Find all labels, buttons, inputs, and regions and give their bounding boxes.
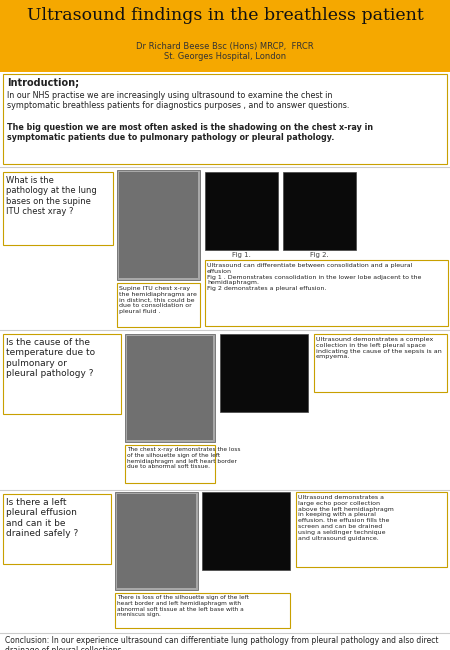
Text: In our NHS practise we are increasingly using ultrasound to examine the chest in: In our NHS practise we are increasingly … — [7, 91, 349, 111]
Text: Conclusion: In our experience ultrasound can differentiate lung pathology from p: Conclusion: In our experience ultrasound… — [5, 636, 438, 650]
Text: Ultrasound demonstrates a complex
collection in the left pleural space
indicatin: Ultrasound demonstrates a complex collec… — [316, 337, 442, 359]
FancyBboxPatch shape — [283, 172, 356, 250]
FancyBboxPatch shape — [205, 172, 278, 250]
Text: The chest x-ray demonstrates the loss
of the silhouette sign of the left
hemidia: The chest x-ray demonstrates the loss of… — [127, 447, 240, 469]
FancyBboxPatch shape — [220, 334, 308, 412]
Text: Ultrasound can differentiate between consolidation and a pleural
effusion
Fig 1 : Ultrasound can differentiate between con… — [207, 263, 421, 291]
Text: St. Georges Hospital, London: St. Georges Hospital, London — [164, 52, 286, 61]
Text: The big question we are most often asked is the shadowing on the chest x-ray in
: The big question we are most often asked… — [7, 123, 373, 142]
Text: What is the
pathology at the lung
bases on the supine
ITU chest xray ?: What is the pathology at the lung bases … — [6, 176, 97, 216]
FancyBboxPatch shape — [314, 334, 447, 392]
FancyBboxPatch shape — [202, 492, 290, 570]
FancyBboxPatch shape — [117, 494, 196, 588]
Text: Is there a left
pleural effusion
and can it be
drained safely ?: Is there a left pleural effusion and can… — [6, 498, 78, 538]
FancyBboxPatch shape — [117, 170, 200, 280]
Text: Is the cause of the
temperature due to
pulmonary or
pleural pathology ?: Is the cause of the temperature due to p… — [6, 338, 95, 378]
Text: Dr Richard Beese Bsc (Hons) MRCP,  FRCR: Dr Richard Beese Bsc (Hons) MRCP, FRCR — [136, 42, 314, 51]
FancyBboxPatch shape — [296, 492, 447, 567]
FancyBboxPatch shape — [125, 445, 215, 483]
Text: Ultrasound demonstrates a
large echo poor collection
above the left hemidiaphrag: Ultrasound demonstrates a large echo poo… — [298, 495, 394, 541]
FancyBboxPatch shape — [3, 494, 111, 564]
Text: Ultrasound findings in the breathless patient: Ultrasound findings in the breathless pa… — [27, 7, 423, 24]
FancyBboxPatch shape — [3, 74, 447, 164]
FancyBboxPatch shape — [0, 0, 450, 72]
FancyBboxPatch shape — [125, 334, 215, 442]
FancyBboxPatch shape — [3, 172, 113, 245]
Text: Fig 2.: Fig 2. — [310, 252, 328, 258]
Text: There is loss of the silhouette sign of the left
heart border and left hemidiaph: There is loss of the silhouette sign of … — [117, 595, 249, 618]
Text: Supine ITU chest x-ray
the hemidiaphragms are
in distinct, this could be
due to : Supine ITU chest x-ray the hemidiaphragm… — [119, 286, 197, 314]
FancyBboxPatch shape — [119, 172, 198, 278]
FancyBboxPatch shape — [115, 593, 290, 628]
FancyBboxPatch shape — [205, 260, 448, 326]
FancyBboxPatch shape — [3, 334, 121, 414]
Text: Introduction;: Introduction; — [7, 78, 79, 88]
FancyBboxPatch shape — [117, 283, 200, 327]
Text: Fig 1.: Fig 1. — [232, 252, 251, 258]
FancyBboxPatch shape — [127, 336, 213, 440]
FancyBboxPatch shape — [115, 492, 198, 590]
